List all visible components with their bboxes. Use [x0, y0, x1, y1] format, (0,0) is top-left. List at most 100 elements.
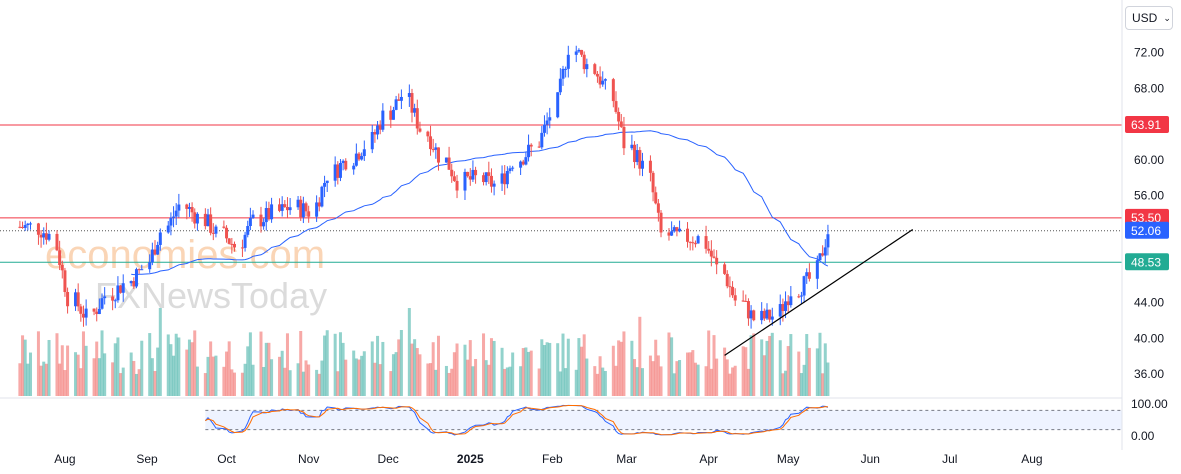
volume-bar: [119, 373, 123, 396]
volume-bar: [288, 370, 292, 396]
volume-bar: [760, 339, 764, 396]
time-tick-label: Jul: [942, 452, 957, 466]
volume-bar: [725, 359, 729, 396]
candle-body: [762, 310, 766, 319]
volume-bar: [789, 334, 793, 396]
candle-body: [95, 311, 99, 315]
volume-bar: [47, 339, 51, 396]
volume-bar: [633, 359, 637, 396]
volume-bar: [28, 352, 32, 396]
volume-bar: [222, 366, 226, 396]
volume-bar: [323, 335, 327, 396]
volume-bar: [140, 340, 144, 396]
candle-body: [39, 234, 43, 238]
candle-body: [378, 125, 382, 130]
trendline[interactable]: [724, 229, 914, 356]
volume-bar: [519, 366, 523, 396]
volume-bar: [185, 349, 189, 396]
candle-body: [484, 172, 488, 183]
volume-bar: [675, 361, 679, 396]
time-axis[interactable]: Aug Sep Oct Nov Dec 2025 Feb Mar Apr May Jun Jul Aug: [54, 452, 1042, 466]
candle-body: [463, 171, 467, 191]
volume-bar: [251, 364, 255, 396]
volume-bar: [511, 352, 515, 396]
candle-body: [450, 169, 454, 177]
candle-body: [429, 136, 433, 150]
volume-bar: [60, 345, 64, 396]
price-tick-label: 68.00: [1134, 81, 1164, 95]
candle-body: [158, 232, 162, 245]
candle-body: [704, 236, 708, 249]
volume-bar: [540, 339, 544, 396]
time-tick-label: Feb: [542, 452, 563, 466]
time-tick-label: Sep: [136, 452, 158, 466]
candle-body: [44, 233, 48, 240]
candle-body: [784, 301, 788, 312]
volume-bar: [529, 350, 533, 396]
volume-bar: [444, 365, 448, 396]
volume-bar: [158, 308, 162, 396]
support-trendline[interactable]: [724, 229, 914, 356]
volume-bar: [603, 370, 607, 396]
candle-body: [468, 176, 472, 180]
volume-bar: [132, 360, 136, 396]
candle-body: [315, 202, 319, 217]
candle-body: [225, 227, 229, 239]
candle-body: [818, 253, 822, 261]
candle-body: [768, 309, 772, 320]
volume-bar: [230, 369, 234, 396]
volume-bar: [593, 366, 597, 396]
candle-body: [354, 153, 358, 166]
volume-bar: [203, 373, 207, 396]
candle-body: [240, 247, 244, 249]
candle-body: [410, 93, 414, 113]
volume-bar: [704, 366, 708, 396]
candle-body: [174, 210, 178, 217]
volume-bar: [585, 358, 589, 396]
candle-body: [344, 160, 348, 170]
volume-bar: [768, 335, 772, 396]
candle-body: [686, 228, 690, 242]
volume-bar: [397, 339, 401, 396]
volume-bar: [360, 355, 364, 396]
candle-body: [288, 207, 292, 211]
candle-body: [214, 226, 218, 234]
volume-bar: [691, 350, 695, 396]
volume-bar: [524, 347, 528, 396]
candle-body: [749, 310, 753, 319]
volume-bar: [58, 363, 62, 396]
volume-bar: [232, 372, 236, 396]
candle-body: [307, 211, 311, 217]
currency-selector[interactable]: USD ⌄: [1125, 6, 1173, 30]
candle-body: [598, 76, 602, 85]
candle-body: [789, 296, 793, 306]
volume-bar: [489, 338, 493, 396]
candle-body: [129, 281, 133, 284]
candle-body: [336, 164, 340, 178]
volume-bar: [826, 362, 830, 396]
candle-body: [84, 308, 88, 318]
volume-bar: [447, 372, 451, 396]
candle-body: [209, 214, 213, 233]
volume-bar: [74, 352, 78, 396]
candle-body: [821, 253, 825, 256]
candle-body: [264, 208, 268, 223]
volume-bar: [617, 340, 621, 396]
volume-bar: [121, 367, 125, 396]
candle-body: [529, 144, 533, 147]
osc-band: [205, 410, 1123, 430]
candle-body: [638, 150, 642, 169]
volume-bar: [781, 373, 785, 396]
candle-body: [246, 226, 250, 235]
candle-body: [542, 124, 546, 133]
volume-bar: [797, 351, 801, 396]
volume-bar: [436, 335, 440, 396]
volume-bar: [381, 341, 385, 396]
volume-bar: [619, 341, 623, 396]
candle-body: [564, 68, 568, 70]
candle-body: [482, 175, 486, 183]
volume-bar: [248, 332, 252, 396]
candle-body: [500, 173, 504, 184]
volume-bar: [654, 339, 658, 396]
